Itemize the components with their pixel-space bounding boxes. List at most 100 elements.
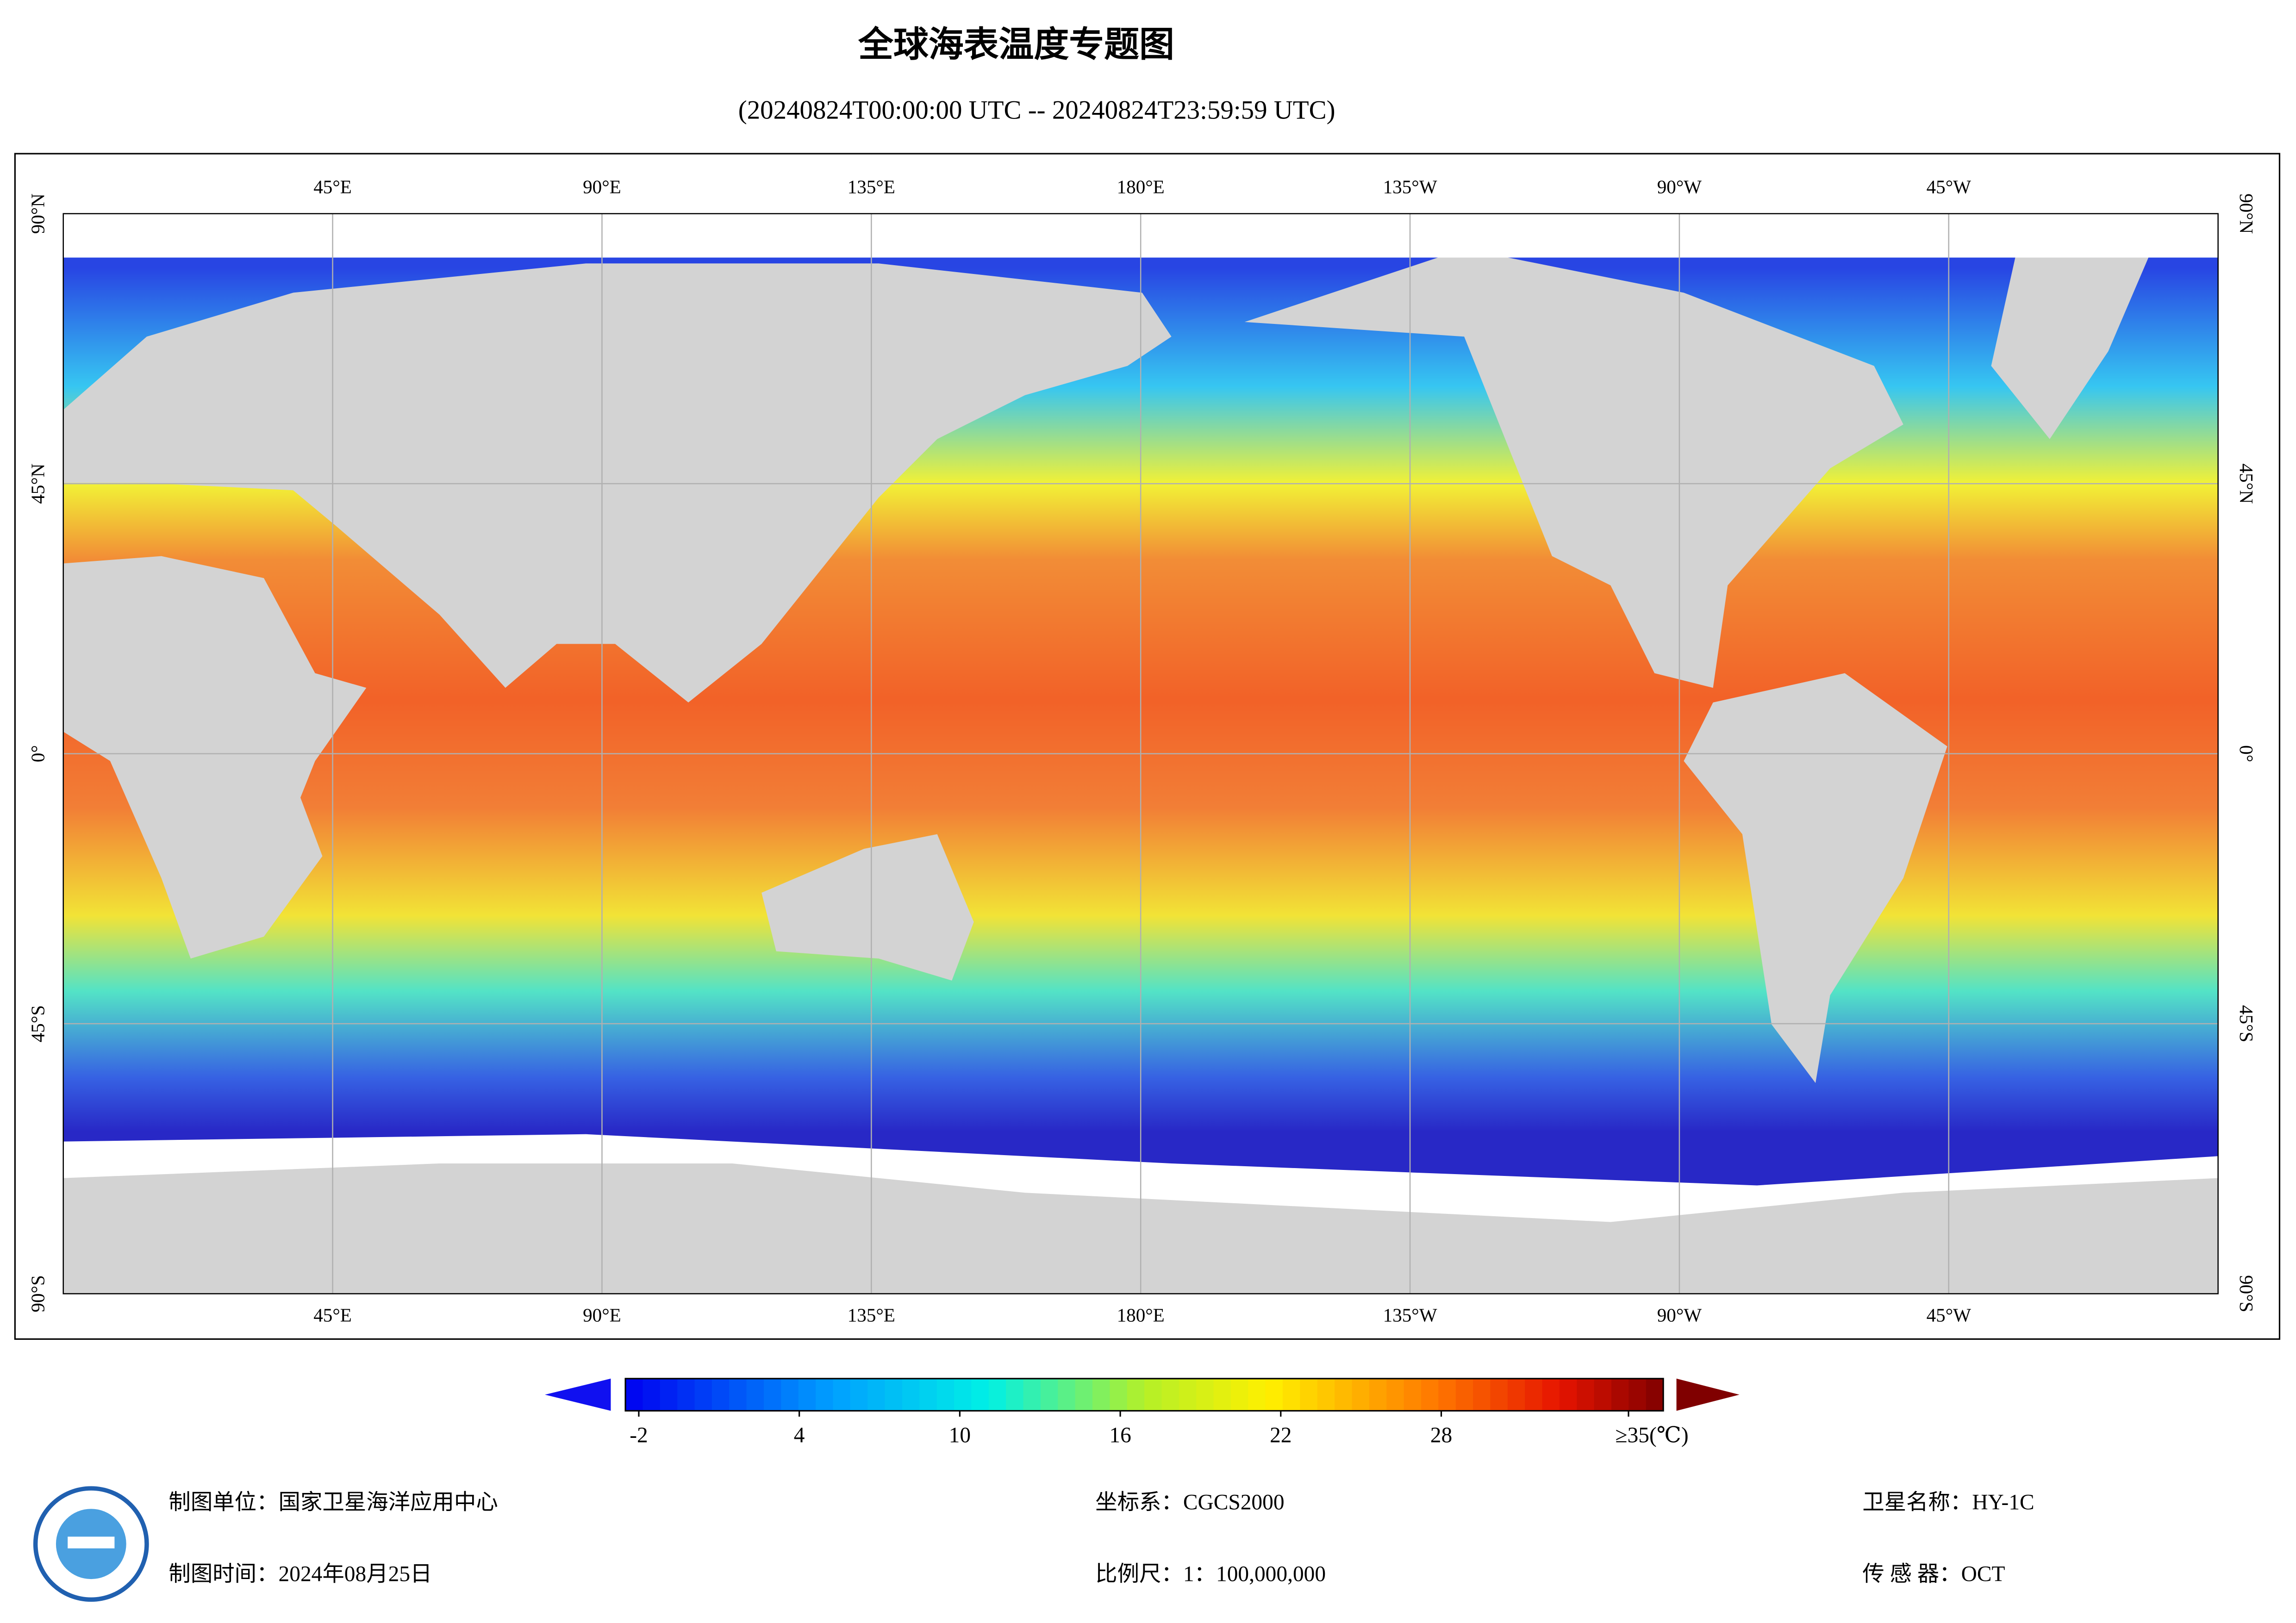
colorbar-cell (1006, 1378, 1024, 1411)
colorbar-cell (694, 1378, 713, 1411)
colorbar-cell (954, 1378, 972, 1411)
colorbar-cell (971, 1378, 990, 1411)
footer-crs: 坐标系：CGCS2000 (1095, 1491, 1284, 1515)
lon-label-top: 135°W (1383, 176, 1437, 197)
lat-label-right: 45°N (2236, 464, 2257, 504)
lat-label-left: 0° (27, 745, 49, 762)
colorbar-cell (1646, 1378, 1664, 1411)
colorbar-tick-label: 16 (1109, 1423, 1131, 1447)
colorbar-cell (1230, 1378, 1249, 1411)
lat-label-left: 45°N (27, 464, 49, 504)
lon-label-top: 90°E (583, 176, 621, 197)
colorbar-cell (919, 1378, 937, 1411)
colorbar-tick-label: ≥35(℃) (1616, 1423, 1689, 1447)
footer-unit: 制图单位：国家卫星海洋应用中心 (168, 1491, 498, 1515)
title: 全球海表温度专题图 (858, 25, 1174, 64)
colorbar-cell (1110, 1378, 1128, 1411)
colorbar-cell (1040, 1378, 1059, 1411)
colorbar-cell (850, 1378, 868, 1411)
footer-scale: 比例尺：1：100,000,000 (1095, 1562, 1326, 1586)
lat-label-right: 90°N (2236, 193, 2257, 234)
colorbar-tick-label: 28 (1430, 1423, 1452, 1447)
colorbar-cell (867, 1378, 886, 1411)
colorbar-cell (711, 1378, 730, 1411)
lon-label-top: 180°E (1117, 176, 1165, 197)
colorbar-tick-label: 22 (1270, 1423, 1292, 1447)
colorbar: -2 4 10 16 22 28 ≥35(℃) (624, 1378, 1689, 1447)
lon-label-bottom: 90°W (1657, 1305, 1702, 1326)
colorbar-cell (885, 1378, 903, 1411)
colorbar-cell (1611, 1378, 1629, 1411)
north-america (1244, 249, 1903, 688)
colorbar-cell (1023, 1378, 1042, 1411)
colorbar-cell (781, 1378, 799, 1411)
colorbar-cell (798, 1378, 817, 1411)
lon-label-top: 45°W (1927, 176, 1972, 197)
lon-label-bottom: 135°W (1383, 1305, 1437, 1326)
lon-label-bottom: 180°E (1117, 1305, 1165, 1326)
colorbar-cell (1075, 1378, 1093, 1411)
lon-label-bottom: 90°E (583, 1305, 621, 1326)
colorbar-tick-label: -2 (630, 1423, 648, 1447)
colorbar-cell (816, 1378, 834, 1411)
colorbar-cell (1127, 1378, 1145, 1411)
colorbar-cell (1386, 1378, 1404, 1411)
colorbar-cell (1438, 1378, 1456, 1411)
graticule: 45°E 45°E 90°E 90°E 135°E 135°E 180°E 180°E 135°… (27, 176, 2258, 1325)
lat-label-right: 90°S (2236, 1275, 2257, 1312)
lon-label-bottom: 45°E (313, 1305, 352, 1326)
colorbar-cell (643, 1378, 661, 1411)
colorbar-cell (1265, 1378, 1284, 1411)
africa (63, 556, 367, 959)
lon-label-top: 45°E (313, 176, 352, 197)
colorbar-cell (1092, 1378, 1111, 1411)
colorbar-cell (1542, 1378, 1560, 1411)
subtitle: (20240824T00:00:00 UTC -- 20240824T23:59… (738, 96, 1335, 125)
colorbar-cell (1473, 1378, 1491, 1411)
lon-label-top: 135°E (848, 176, 895, 197)
south-america (1684, 673, 1947, 1083)
colorbar-cell (1577, 1378, 1595, 1411)
colorbar-outline (624, 1378, 1664, 1412)
colorbar-cell (1559, 1378, 1578, 1411)
colorbar-cell (625, 1378, 643, 1411)
colorbar-cell (1490, 1378, 1509, 1411)
colorbar-cell (1352, 1378, 1370, 1411)
lon-label-top: 90°W (1657, 176, 1702, 197)
colorbar-cell (1525, 1378, 1543, 1411)
colorbar-cell (1421, 1378, 1439, 1411)
map-frame (14, 153, 2281, 1340)
colorbar-cell (1369, 1378, 1387, 1411)
colorbar-cell (1213, 1378, 1232, 1411)
colorbar-cell (729, 1378, 747, 1411)
colorbar-cell (746, 1378, 765, 1411)
colorbar-cell (1507, 1378, 1526, 1411)
lon-label-bottom: 135°E (848, 1305, 895, 1326)
colorbar-cell (988, 1378, 1007, 1411)
colorbar-cell (1317, 1378, 1335, 1411)
colorbar-cell (936, 1378, 955, 1411)
colorbar-cell (1058, 1378, 1076, 1411)
colorbar-cell (1455, 1378, 1474, 1411)
lat-label-right: 45°S (2236, 1005, 2257, 1042)
lat-label-left: 90°N (27, 193, 49, 234)
colorbar-cell (1283, 1378, 1301, 1411)
colorbar-cell (1335, 1378, 1353, 1411)
colorbar-cell (902, 1378, 920, 1411)
lon-label-bottom: 45°W (1927, 1305, 1972, 1326)
colorbar-cell (1248, 1378, 1266, 1411)
lat-label-left: 90°S (27, 1275, 49, 1312)
colorbar-cell (1161, 1378, 1180, 1411)
colorbar-cell (1628, 1378, 1647, 1411)
colorbar-cell (833, 1378, 851, 1411)
map-border (62, 213, 2219, 1294)
colorbar-cell (1144, 1378, 1162, 1411)
australia (761, 834, 974, 981)
lat-label-right: 0° (2236, 745, 2257, 762)
colorbar-cell (1179, 1378, 1197, 1411)
colorbar-cell (1300, 1378, 1318, 1411)
eurasia (63, 263, 1172, 703)
footer-sensor: 传 感 器：OCT (1862, 1562, 2005, 1586)
colorbar-tick-label: 10 (949, 1423, 971, 1447)
